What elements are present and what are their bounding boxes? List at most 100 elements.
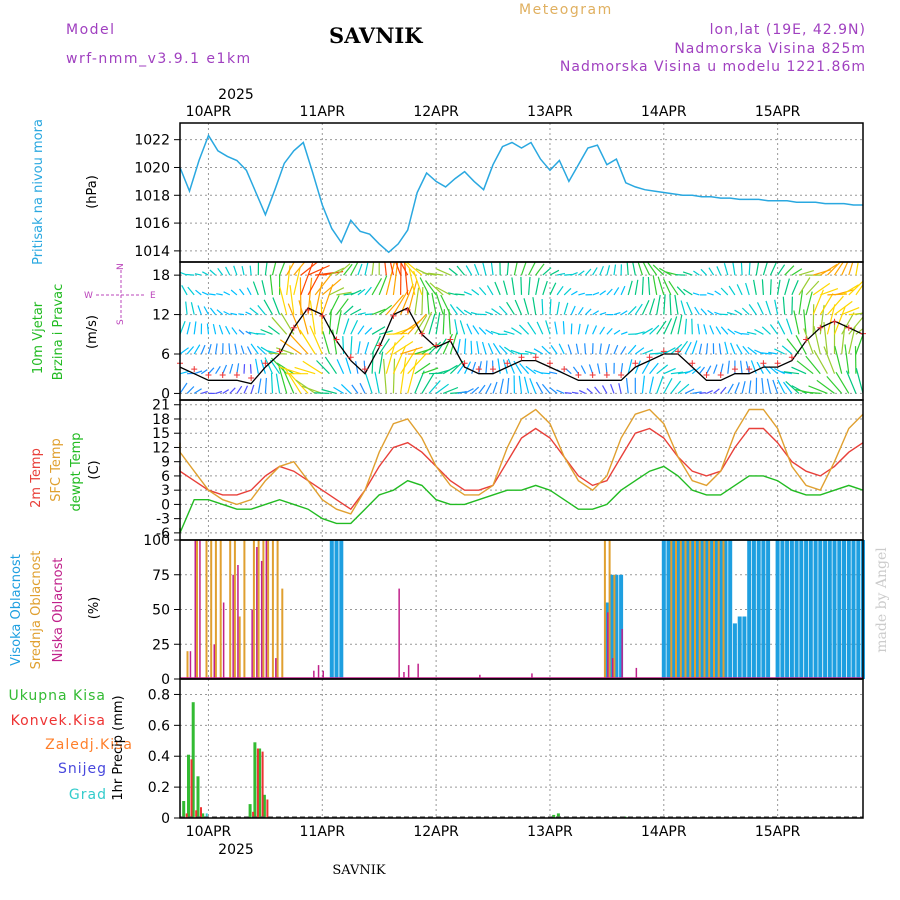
wind-vector [309, 325, 323, 355]
bottom-day-label: 14APR [641, 824, 687, 840]
wind-vector [329, 287, 345, 296]
wind-vector [268, 325, 280, 335]
pressure-tick-label: 1014 [134, 244, 170, 260]
wind-gust-marker [774, 360, 781, 367]
wind-vector [777, 264, 786, 276]
wind-vector [741, 307, 750, 316]
wind-vector [357, 312, 366, 316]
wind-vector [599, 326, 606, 335]
wind-vector [289, 285, 295, 315]
cloud-bar [695, 540, 699, 679]
wind-vector [613, 264, 617, 276]
wind-vector [314, 273, 333, 296]
cloud-bar [690, 540, 695, 679]
wind-vector [772, 379, 779, 394]
cloud-bar [703, 540, 706, 679]
wind-vector [194, 370, 203, 375]
wind-vector [371, 350, 374, 374]
wind-vector [791, 268, 803, 276]
wind-vector [485, 311, 494, 316]
top-day-label: 12APR [413, 104, 459, 120]
wind-vector [193, 321, 197, 335]
wind-vector [321, 284, 334, 315]
wind-vector [207, 343, 212, 355]
wind-vector [478, 326, 487, 335]
wind-vector [442, 386, 459, 394]
wind-vector [275, 373, 281, 394]
wind-vector [431, 292, 437, 315]
wind-vector [485, 329, 494, 335]
wind-vector [514, 299, 523, 315]
precip-bar [252, 811, 255, 818]
precip-bar [200, 807, 202, 818]
wind-gust-marker [376, 342, 383, 349]
wind-vector [599, 312, 607, 316]
cloud-bar [680, 540, 685, 679]
wind-vector [343, 305, 354, 316]
precip-legend-conv: Konvek.Kisa [11, 713, 106, 729]
wind-vector [742, 345, 750, 355]
wind-vector [562, 321, 565, 335]
wind-vector [241, 265, 245, 276]
precip-legend-total: Ukupna Kisa [8, 688, 106, 704]
wind-vector [748, 262, 751, 276]
wind-vector [428, 313, 436, 335]
wind-vector [261, 280, 266, 296]
wind-vector [414, 287, 420, 315]
wind-gust-marker [803, 336, 810, 343]
bottom-year-label: 2025 [218, 842, 254, 858]
cloud-bar [267, 540, 270, 679]
cloud-bar [832, 540, 837, 679]
wind-vector [812, 282, 831, 296]
wind-vector [442, 364, 458, 375]
wind-gust-marker [305, 306, 312, 313]
wind-vector [734, 309, 743, 316]
wind-gust-marker [845, 324, 852, 331]
wind-vector [834, 289, 854, 296]
wind-vector [328, 295, 340, 315]
wind-vector [606, 288, 613, 296]
cloud-bar [531, 673, 533, 679]
wind-vector [400, 357, 407, 394]
wind-vector [535, 381, 544, 394]
wind-vector [642, 262, 651, 276]
wind-vector [782, 296, 786, 315]
pressure-series-line [179, 133, 863, 254]
wind-vector [200, 369, 208, 375]
wind-vector [803, 309, 807, 335]
temp-series-line [179, 465, 864, 534]
cloud-bar [194, 540, 196, 679]
wind-vector [257, 305, 266, 315]
wind-vector [541, 345, 551, 355]
wind-vector [649, 362, 659, 375]
wind-vector [663, 294, 666, 315]
wind-vector [670, 343, 683, 355]
wind-vector [627, 344, 637, 355]
cloud-bar [732, 623, 737, 679]
wind-vector [503, 330, 515, 335]
top-year-label: 2025 [218, 87, 254, 103]
wind-gust-marker [219, 372, 226, 379]
wind-vector [720, 326, 729, 335]
model-name: wrf-nmm_v3.9.1 e1km [66, 51, 252, 67]
wind-vector [834, 262, 845, 276]
wind-vector [240, 345, 245, 355]
wind-vector [386, 332, 408, 335]
wind-vector [357, 263, 363, 276]
cloud-bar [635, 667, 638, 679]
wind-vector [723, 263, 729, 276]
cloud-bar [684, 540, 687, 679]
wind-vector [684, 318, 687, 335]
wind-vector [705, 343, 709, 355]
cloud-bar [238, 616, 241, 679]
wind-vector [642, 349, 654, 355]
wind-vector [766, 378, 772, 394]
cloud-bar [222, 602, 225, 679]
wind-vector [278, 366, 302, 375]
wind-vector [649, 324, 660, 335]
wind-vector [748, 304, 757, 315]
wind-vector [634, 279, 639, 295]
wind-vector [541, 383, 551, 394]
cloud-bar [742, 616, 747, 679]
wind-vector [343, 263, 353, 276]
